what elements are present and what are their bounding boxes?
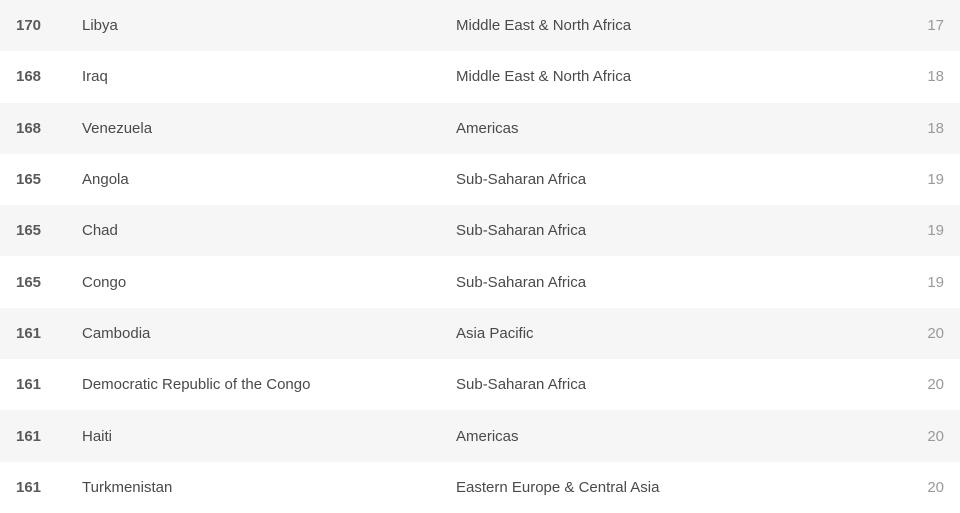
rank-cell: 170 xyxy=(16,17,82,34)
country-cell: Democratic Republic of the Congo xyxy=(82,376,456,393)
score-cell: 20 xyxy=(894,325,944,342)
rank-cell: 168 xyxy=(16,120,82,137)
region-cell: Sub-Saharan Africa xyxy=(456,274,894,291)
region-cell: Sub-Saharan Africa xyxy=(456,222,894,239)
score-cell: 20 xyxy=(894,376,944,393)
rank-cell: 165 xyxy=(16,222,82,239)
region-cell: Middle East & North Africa xyxy=(456,68,894,85)
rank-cell: 161 xyxy=(16,428,82,445)
table-row: 165 Chad Sub-Saharan Africa 19 xyxy=(0,205,960,256)
region-cell: Middle East & North Africa xyxy=(456,17,894,34)
score-cell: 19 xyxy=(894,274,944,291)
region-cell: Sub-Saharan Africa xyxy=(456,171,894,188)
country-cell: Angola xyxy=(82,171,456,188)
rank-cell: 161 xyxy=(16,479,82,496)
region-cell: Eastern Europe & Central Asia xyxy=(456,479,894,496)
table-row: 165 Congo Sub-Saharan Africa 19 xyxy=(0,256,960,307)
country-cell: Congo xyxy=(82,274,456,291)
table-row: 161 Democratic Republic of the Congo Sub… xyxy=(0,359,960,410)
country-cell: Venezuela xyxy=(82,120,456,137)
region-cell: Sub-Saharan Africa xyxy=(456,376,894,393)
table-row: 168 Venezuela Americas 18 xyxy=(0,103,960,154)
rank-cell: 165 xyxy=(16,171,82,188)
table-row: 170 Libya Middle East & North Africa 17 xyxy=(0,0,960,51)
region-cell: Americas xyxy=(456,120,894,137)
table-row: 161 Cambodia Asia Pacific 20 xyxy=(0,308,960,359)
table-row: 161 Turkmenistan Eastern Europe & Centra… xyxy=(0,462,960,513)
country-cell: Haiti xyxy=(82,428,456,445)
table-row: 161 Haiti Americas 20 xyxy=(0,410,960,461)
region-cell: Asia Pacific xyxy=(456,325,894,342)
country-cell: Turkmenistan xyxy=(82,479,456,496)
table-row: 168 Iraq Middle East & North Africa 18 xyxy=(0,51,960,102)
score-cell: 18 xyxy=(894,68,944,85)
rank-cell: 161 xyxy=(16,325,82,342)
score-cell: 17 xyxy=(894,17,944,34)
score-cell: 19 xyxy=(894,222,944,239)
score-cell: 20 xyxy=(894,479,944,496)
country-cell: Cambodia xyxy=(82,325,456,342)
region-cell: Americas xyxy=(456,428,894,445)
rankings-table: 170 Libya Middle East & North Africa 17 … xyxy=(0,0,960,513)
rank-cell: 161 xyxy=(16,376,82,393)
country-cell: Iraq xyxy=(82,68,456,85)
score-cell: 20 xyxy=(894,428,944,445)
country-cell: Chad xyxy=(82,222,456,239)
rank-cell: 165 xyxy=(16,274,82,291)
table-row: 165 Angola Sub-Saharan Africa 19 xyxy=(0,154,960,205)
country-cell: Libya xyxy=(82,17,456,34)
score-cell: 18 xyxy=(894,120,944,137)
score-cell: 19 xyxy=(894,171,944,188)
rank-cell: 168 xyxy=(16,68,82,85)
